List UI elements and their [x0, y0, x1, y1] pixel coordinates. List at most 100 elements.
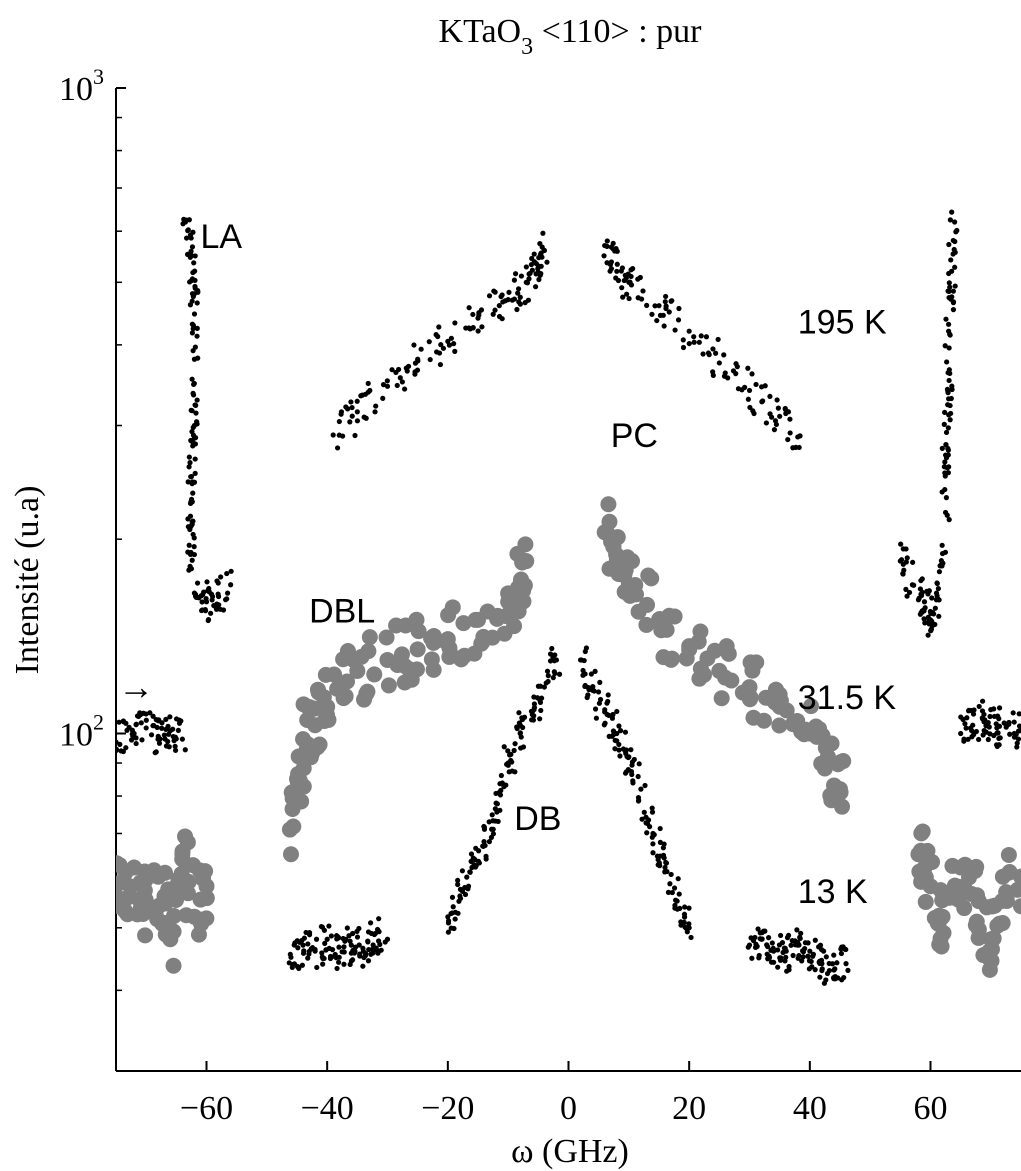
data-point-noise	[987, 731, 993, 737]
data-point-noise	[898, 541, 904, 547]
data-point-noise	[191, 535, 197, 541]
data-point-noise	[635, 773, 641, 780]
data-point-noise	[649, 809, 656, 815]
data-point-noise	[665, 889, 672, 895]
data-point-noise	[365, 939, 371, 945]
data-point-noise	[609, 715, 616, 721]
data-point-noise	[943, 316, 949, 322]
data-point-noise	[721, 352, 727, 358]
data-point-noise	[492, 806, 498, 812]
data-point-noise	[601, 253, 607, 259]
data-point-noise	[489, 812, 495, 818]
data-point-noise	[961, 736, 967, 742]
data-point-noise	[590, 683, 596, 690]
data-point-noise	[162, 736, 168, 742]
data-point-noise	[1001, 863, 1018, 880]
data-point-noise	[193, 591, 199, 598]
data-point-noise	[150, 723, 156, 729]
data-point-noise	[295, 778, 312, 795]
data-point-noise	[361, 629, 378, 646]
data-point-noise	[666, 608, 683, 625]
data-point-noise	[515, 593, 532, 610]
data-point-noise	[949, 209, 955, 215]
data-point-noise	[437, 361, 444, 368]
data-point	[282, 846, 299, 863]
data-point-noise	[686, 905, 692, 911]
data-point-noise	[116, 855, 125, 872]
data-point-noise	[715, 336, 721, 343]
data-point-noise	[651, 832, 657, 838]
data-point-noise	[612, 746, 618, 752]
data-point-noise	[375, 927, 381, 934]
data-point-noise	[786, 967, 792, 973]
data-point-noise	[336, 959, 342, 965]
data-point-noise	[657, 839, 663, 845]
data-point	[843, 961, 849, 967]
data-point-noise	[657, 825, 663, 832]
data-point-noise	[945, 445, 951, 452]
data-point-noise	[172, 743, 178, 749]
data-point-noise	[373, 403, 379, 409]
data-point-noise	[438, 342, 444, 348]
data-point-noise	[805, 953, 811, 959]
data-point-noise	[189, 330, 195, 336]
data-point-noise	[749, 955, 755, 961]
data-point-noise	[343, 404, 349, 410]
data-point-noise	[334, 965, 340, 972]
data-point-noise	[466, 305, 472, 311]
data-point-noise	[597, 696, 604, 703]
data-point-noise	[427, 356, 433, 363]
data-point-noise	[449, 910, 455, 916]
data-point-noise	[506, 618, 523, 635]
data-point-noise	[699, 650, 716, 667]
data-point-noise	[688, 934, 694, 941]
data-point-noise	[135, 713, 142, 720]
data-point-noise	[195, 355, 201, 361]
data-point-noise	[953, 229, 959, 235]
data-point-noise	[1014, 744, 1020, 750]
data-point-noise	[588, 671, 594, 677]
data-point	[228, 582, 234, 588]
data-point-noise	[832, 784, 849, 801]
data-point-noise	[341, 944, 347, 950]
data-point-noise	[755, 926, 761, 932]
data-point-noise	[380, 395, 386, 401]
data-point-noise	[188, 407, 194, 413]
data-point-noise	[137, 927, 154, 944]
data-point-noise	[925, 614, 931, 620]
data-point-noise	[514, 306, 520, 313]
data-point-noise	[426, 339, 432, 345]
data-point-noise	[645, 817, 652, 823]
data-point-noise	[911, 582, 917, 588]
data-point-noise	[452, 348, 458, 354]
data-point-noise	[506, 289, 512, 295]
data-point-noise	[584, 694, 590, 701]
data-point-noise	[534, 695, 541, 701]
data-point-noise	[455, 615, 472, 632]
data-point-noise	[466, 325, 472, 331]
data-point-noise	[947, 331, 953, 337]
data-point-noise	[539, 695, 545, 701]
data-point-noise	[933, 597, 940, 603]
data-point-noise	[971, 731, 977, 738]
data-point-noise	[475, 858, 482, 864]
data-point-noise	[150, 713, 156, 719]
data-point-noise	[133, 740, 139, 747]
data-point-noise	[350, 930, 356, 937]
data-point-noise	[580, 667, 586, 674]
data-point-noise	[516, 710, 522, 716]
data-point-noise	[209, 597, 215, 603]
data-point	[638, 786, 644, 792]
data-point-noise	[649, 311, 655, 317]
data-point-noise	[770, 945, 776, 951]
data-point-noise	[436, 324, 442, 330]
data-point-noise	[159, 720, 165, 726]
data-point-noise	[636, 761, 642, 767]
data-point-noise	[686, 340, 692, 347]
y-tick-exponent: 2	[93, 709, 104, 734]
data-point-noise	[455, 881, 461, 888]
data-point-noise	[924, 853, 941, 870]
data-point-noise	[813, 755, 830, 772]
data-point	[1013, 898, 1021, 915]
data-point-noise	[928, 610, 934, 616]
